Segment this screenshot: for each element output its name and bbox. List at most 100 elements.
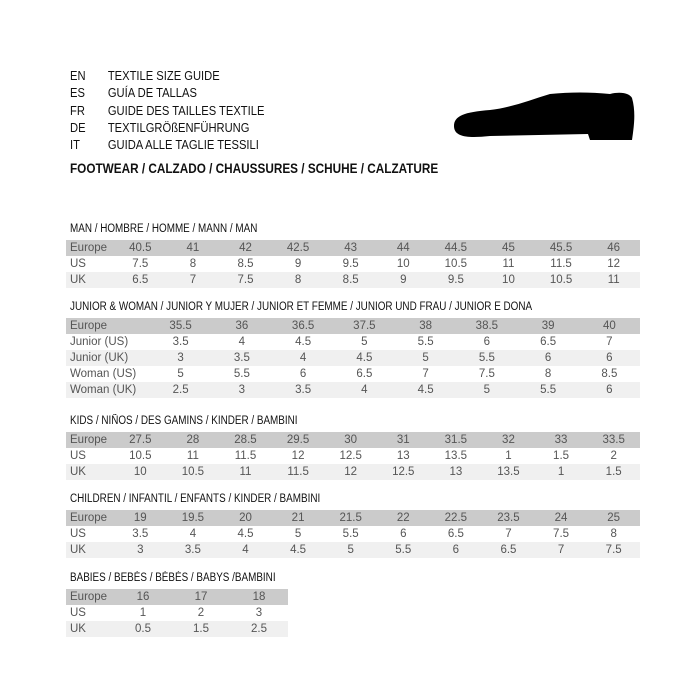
- size-cell: 4.5: [237, 528, 254, 540]
- size-cell: 28: [186, 434, 200, 446]
- size-cell: 5: [361, 336, 368, 348]
- size-cell: 4.5: [295, 336, 312, 348]
- row-label: UK: [70, 544, 86, 556]
- size-cell: 13.5: [497, 466, 520, 478]
- size-cell: 7: [557, 544, 565, 556]
- size-cell: 3.5: [295, 384, 312, 396]
- table-row: Europe 19 19.5 20 21 21.5 22 22.5 23.5 24 25: [66, 510, 640, 526]
- size-cell: 4: [238, 336, 246, 348]
- table-row: US 7.5 8 8.5 9 9.5 10 10.5 11 11.5 12: [66, 256, 640, 272]
- size-cell: 1.5: [193, 623, 209, 635]
- size-cell: 41: [186, 242, 200, 254]
- lang-row: ES GUÍA DE TALLAS: [70, 84, 264, 101]
- size-cell: 32: [502, 434, 515, 446]
- size-cell: 1: [139, 607, 147, 619]
- lang-title: GUIDA ALLE TAGLIE TESSILI: [107, 137, 259, 153]
- language-list: EN TEXTILE SIZE GUIDE ES GUÍA DE TALLAS FR…: [70, 67, 296, 153]
- size-cell: 33: [554, 434, 568, 446]
- size-cell: 39: [541, 320, 555, 332]
- size-cell: 6.5: [132, 274, 149, 286]
- size-cell: 6: [606, 384, 613, 396]
- footwear-heading: FOOTWEAR / CALZADO / CHAUSSURES / SCHUHE…: [70, 160, 439, 176]
- shoe-icon: [454, 92, 635, 140]
- size-cell: 22: [396, 512, 410, 524]
- size-cell: 17: [194, 591, 208, 603]
- size-cell: 3.5: [184, 544, 201, 556]
- size-cell: 11.5: [550, 258, 572, 270]
- size-cell: 4: [242, 544, 249, 556]
- lang-code: ES: [70, 85, 85, 101]
- size-cell: 2: [197, 607, 205, 619]
- size-cell: 11: [239, 466, 252, 478]
- size-cell: 6: [452, 544, 460, 556]
- size-cell: 12.5: [392, 466, 415, 478]
- section-junior-woman: JUNIOR & WOMAN / JUNIOR Y MUJER / JUNIOR…: [66, 300, 640, 398]
- size-cell: 7: [505, 528, 512, 540]
- row-label: UK: [70, 623, 86, 635]
- size-cell: 43: [344, 242, 358, 254]
- row-label: US: [70, 258, 86, 270]
- size-cell: 6: [606, 352, 613, 364]
- size-cell: 1: [505, 450, 512, 462]
- table-row: US 1 2 3: [66, 605, 288, 621]
- section-title: KIDS / NIÑOS / DES GAMINS / KINDER / BAM…: [70, 415, 298, 427]
- lang-title: GUIDE DES TAILLES TEXTILE: [107, 102, 265, 118]
- row-label: Junior (UK): [70, 352, 129, 364]
- size-cell: 3: [177, 352, 184, 364]
- size-cell: 20: [239, 512, 252, 524]
- size-cell: 5.5: [233, 368, 250, 380]
- size-cell: 7.5: [605, 544, 622, 556]
- size-cell: 37.5: [353, 320, 376, 332]
- size-cell: 11.5: [234, 450, 257, 462]
- row-label: Europe: [70, 242, 108, 254]
- size-cell: 10: [396, 258, 410, 270]
- row-label: UK: [70, 466, 86, 478]
- size-cell: 8: [294, 274, 302, 286]
- size-cell: 6: [544, 352, 552, 364]
- size-cell: 9: [294, 258, 302, 270]
- size-table: Europe 27.5 28 28.5 29.5 30 31 31.5 32 33 33.5 US 10…: [66, 432, 640, 480]
- size-cell: 13: [449, 466, 463, 478]
- size-cell: 12: [344, 466, 358, 478]
- size-cell: 38: [419, 320, 433, 332]
- section-kids: KIDS / NIÑOS / DES GAMINS / KINDER / BAM…: [66, 414, 640, 480]
- row-label: UK: [70, 274, 86, 286]
- size-cell: 5.5: [417, 336, 434, 348]
- size-cell: 30: [344, 434, 358, 446]
- size-cell: 23.5: [497, 512, 520, 524]
- size-cell: 11: [607, 274, 620, 286]
- size-cell: 42.5: [286, 242, 310, 254]
- size-cell: 7.5: [553, 528, 570, 540]
- row-label: Europe: [70, 591, 108, 603]
- size-table: Europe 16 17 18 US 1 2 3 UK 0.5 1.5 2.5: [66, 589, 288, 637]
- section-title: JUNIOR & WOMAN / JUNIOR Y MUJER / JUNIOR…: [70, 301, 533, 313]
- lang-row: EN TEXTILE SIZE GUIDE: [70, 67, 264, 84]
- size-cell: 46: [607, 242, 621, 254]
- size-cell: 4.5: [290, 544, 307, 556]
- size-cell: 40: [602, 320, 616, 332]
- lang-code: EN: [70, 68, 86, 83]
- size-cell: 7.5: [237, 274, 254, 286]
- size-cell: 10.5: [549, 274, 573, 286]
- size-cell: 6.5: [540, 336, 557, 348]
- table-row: UK 10 10.5 11 11.5 12 12.5 13 13.5 1 1.5: [66, 464, 640, 480]
- size-cell: 18: [252, 591, 266, 603]
- size-cell: 3: [238, 384, 246, 396]
- size-cell: 22.5: [444, 512, 468, 524]
- size-cell: 8: [610, 528, 617, 540]
- row-label: US: [70, 528, 86, 540]
- size-cell: 3.5: [233, 352, 250, 364]
- table-row: UK 3 3.5 4 4.5 5 5.5 6 6.5 7 7.5: [66, 542, 640, 558]
- size-cell: 7.5: [478, 368, 495, 380]
- table-row: Europe 27.5 28 28.5 29.5 30 31 31.5 32 33 33.5: [66, 432, 640, 448]
- size-cell: 38.5: [475, 320, 499, 332]
- size-cell: 5.5: [342, 528, 359, 540]
- lang-title: GUÍA DE TALLAS: [107, 85, 197, 101]
- lang-code: FR: [70, 102, 85, 118]
- size-cell: 29.5: [286, 434, 310, 446]
- lang-row: IT GUIDA ALLE TAGLIE TESSILI: [70, 136, 264, 153]
- size-cell: 3: [255, 607, 263, 619]
- size-cell: 5.5: [540, 384, 557, 396]
- size-cell: 10.5: [444, 258, 468, 270]
- section-man: MAN / HOMBRE / HOMME / MANN / MAN Europe 4…: [66, 222, 640, 288]
